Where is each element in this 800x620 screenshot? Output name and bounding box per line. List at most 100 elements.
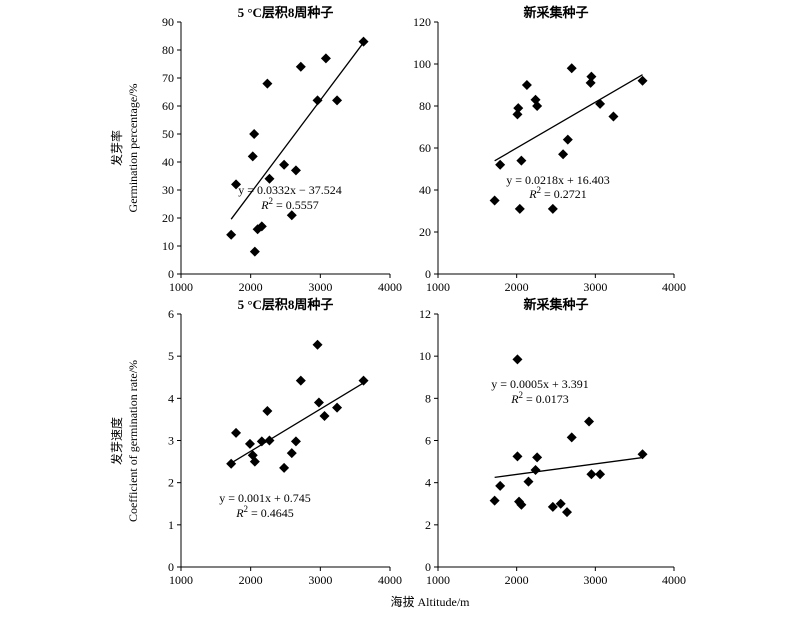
chart-2-point xyxy=(489,195,500,206)
chart-4-point xyxy=(516,499,527,510)
chart-1-panel: 0 10 20 30 40 50 60 70 80 90 1000 2000 3000 4000 5 °C层… xyxy=(162,5,402,294)
chart-2-point xyxy=(595,98,606,109)
chart-3-trendline xyxy=(230,382,364,464)
chart-4-xtick-label: 2000 xyxy=(505,573,529,587)
chart-4-point xyxy=(523,476,534,487)
chart-4-ytick-label: 4 xyxy=(425,476,431,490)
chart-3-ytick-label: 3 xyxy=(168,434,174,448)
chart-4-point xyxy=(512,354,523,365)
chart-1-point xyxy=(231,179,242,190)
chart-3-r-superscript: 2 xyxy=(244,504,249,514)
chart-2-point xyxy=(566,63,577,74)
chart-4-xtick-label: 4000 xyxy=(662,573,686,587)
chart-2-r-superscript: 2 xyxy=(537,185,542,195)
chart-3-xtick-label: 4000 xyxy=(378,573,402,587)
chart-3-point xyxy=(244,438,255,449)
chart-3-point xyxy=(312,339,323,350)
chart-2-panel: 0 20 40 60 80 100 120 1000 2000 3000 4000 新采集种子 y = … xyxy=(413,5,686,294)
chart-3-ytick-label: 4 xyxy=(168,391,174,405)
chart-2-xtick-label: 4000 xyxy=(662,280,686,294)
chart-1-point xyxy=(279,159,290,170)
chart-4-point xyxy=(495,480,506,491)
chart-3-point xyxy=(231,427,242,438)
chart-2-point xyxy=(608,111,619,122)
chart-2-point xyxy=(516,155,527,166)
chart-2-equation: y = 0.0218x + 16.403 xyxy=(506,173,610,187)
chart-3-xtick-label: 2000 xyxy=(239,573,263,587)
chart-1-title: 5 °C层积8周种子 xyxy=(238,5,334,20)
chart-1-point xyxy=(290,165,301,176)
chart-1-point xyxy=(226,229,237,240)
chart-3-point xyxy=(358,375,369,386)
chart-2-point xyxy=(514,203,525,214)
chart-2-point xyxy=(495,159,506,170)
chart-1-point xyxy=(249,246,260,257)
chart-2-ytick-label: 40 xyxy=(419,183,431,197)
chart-3-point xyxy=(295,375,306,386)
chart-3-xtick-label: 1000 xyxy=(169,573,193,587)
chart-4-point xyxy=(555,498,566,509)
chart-2-point xyxy=(512,109,523,120)
chart-4-ytick-label: 6 xyxy=(425,434,431,448)
chart-4-ytick-label: 2 xyxy=(425,518,431,532)
chart-2-point xyxy=(513,103,524,114)
chart-1-r-value: = 0.5557 xyxy=(273,198,319,212)
chart-3-r-symbol: R xyxy=(235,506,244,520)
chart-2-trendline xyxy=(494,74,643,162)
chart-2-ytick-label: 120 xyxy=(413,15,431,29)
ylabel-bottom-en: Coefficient of germination rate/% xyxy=(126,360,140,522)
chart-2-xtick-label: 2000 xyxy=(505,280,529,294)
chart-1-point xyxy=(312,95,323,106)
chart-1-point xyxy=(262,78,273,89)
chart-1-trendline xyxy=(230,42,365,220)
chart-3-xtick-label: 3000 xyxy=(308,573,332,587)
chart-2-point xyxy=(532,101,543,111)
chart-3-ytick-label: 5 xyxy=(168,349,174,363)
chart-1-r-squared: R2 = 0.5557 xyxy=(260,196,319,212)
chart-2-point xyxy=(558,149,569,160)
chart-1-point xyxy=(286,210,297,221)
chart-4-ytick-label: 0 xyxy=(425,560,431,574)
chart-4-r-symbol: R xyxy=(510,392,519,406)
chart-3-point xyxy=(286,448,297,459)
chart-1-xtick-label: 4000 xyxy=(378,280,402,294)
chart-3-r-squared: R2 = 0.4645 xyxy=(235,504,294,520)
chart-3-ytick-label: 6 xyxy=(168,307,174,321)
chart-1-xtick-label: 2000 xyxy=(239,280,263,294)
chart-2-point xyxy=(586,71,597,82)
chart-3-point xyxy=(313,397,324,408)
chart-3-point xyxy=(332,402,343,413)
chart-1-ytick-label: 10 xyxy=(162,239,174,253)
chart-2-point xyxy=(637,75,648,86)
chart-4-point xyxy=(489,495,500,506)
chart-1-ytick-label: 30 xyxy=(162,183,174,197)
chart-1-point xyxy=(332,95,343,106)
chart-4-point xyxy=(584,416,595,427)
chart-1-point xyxy=(295,61,306,72)
chart-2-point xyxy=(521,80,532,90)
chart-2-title: 新采集种子 xyxy=(523,5,588,20)
chart-4-r-value: = 0.0173 xyxy=(523,392,569,406)
chart-2-ytick-label: 100 xyxy=(413,57,431,71)
chart-1-ytick-label: 60 xyxy=(162,99,174,113)
chart-4-equation: y = 0.0005x + 3.391 xyxy=(491,377,589,391)
xlabel: 海拔 Altitude/m xyxy=(391,594,471,609)
chart-3-point xyxy=(319,411,330,422)
chart-4-point xyxy=(562,507,573,518)
chart-1-ytick-label: 70 xyxy=(162,71,174,85)
chart-3-equation: y = 0.001x + 0.745 xyxy=(219,491,311,505)
chart-1-r-symbol: R xyxy=(260,198,269,212)
chart-2-ytick-label: 80 xyxy=(419,99,431,113)
chart-2-point xyxy=(562,134,573,145)
chart-1-ytick-label: 80 xyxy=(162,43,174,57)
chart-2-point xyxy=(547,203,558,214)
chart-1-point xyxy=(264,173,275,184)
chart-2-ytick-label: 20 xyxy=(419,225,431,239)
chart-2-ytick-label: 0 xyxy=(425,267,431,281)
chart-4-point xyxy=(532,452,543,463)
chart-2-xtick-label: 1000 xyxy=(426,280,450,294)
chart-1-ytick-label: 40 xyxy=(162,155,174,169)
